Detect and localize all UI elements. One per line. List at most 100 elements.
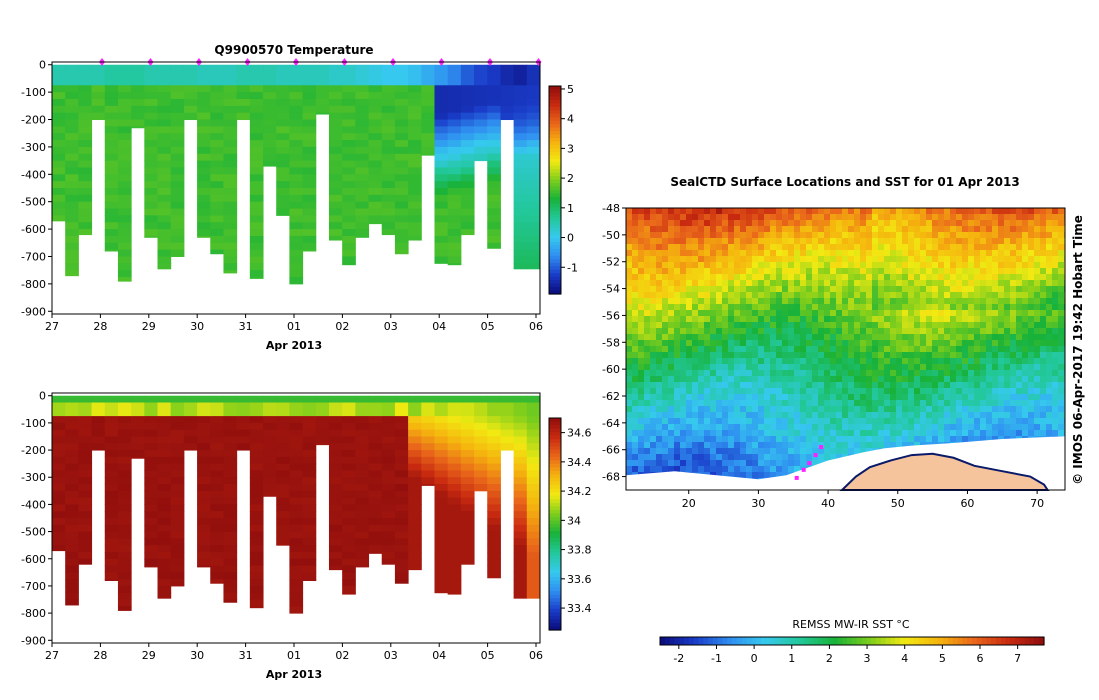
sst-cell [788, 268, 795, 275]
sst-cell [716, 328, 723, 335]
temperature-cell [144, 174, 159, 182]
sst-cell [944, 292, 951, 299]
sst-cell [1010, 382, 1017, 389]
salinity-cell [342, 504, 356, 512]
sst-cell [668, 388, 675, 395]
sst-cell [992, 304, 999, 311]
salinity-cell [144, 422, 159, 431]
sst-cell [698, 400, 705, 407]
salinity-colorbar-swatch [549, 478, 561, 483]
sst-cell [794, 208, 801, 215]
sst-cell [734, 358, 741, 365]
sst-cell [656, 310, 663, 317]
sst-cell [896, 280, 903, 287]
sst-cell [740, 388, 747, 395]
sst-cell [644, 340, 651, 347]
sst-cell [956, 394, 963, 401]
temperature-cell [65, 249, 79, 257]
salinity-cell [500, 395, 515, 404]
temperature-cell [170, 133, 185, 141]
sst-cell [752, 304, 759, 311]
salinity-colorbar-swatch [549, 446, 561, 451]
sst-cell [962, 250, 969, 257]
sst-cell [674, 364, 681, 371]
sst-cell [1010, 304, 1017, 311]
sst-cell [896, 316, 903, 323]
sst-cell [824, 352, 831, 359]
sst-cell [662, 316, 669, 323]
sst-cell [950, 280, 957, 287]
sst-cell [674, 370, 681, 377]
salinity-cell [144, 443, 159, 451]
sst-cell [944, 274, 951, 281]
sst-cell [734, 352, 741, 359]
temperature-cell [302, 235, 317, 244]
sst-cell [740, 322, 747, 329]
sst-cell [818, 448, 825, 455]
temperature-colorbar-swatch [549, 287, 561, 292]
salinity-cell [408, 395, 422, 404]
sst-cell [956, 280, 963, 287]
sst-cell [758, 286, 765, 293]
salinity-cell [355, 409, 370, 417]
sst-cell [806, 268, 813, 275]
sst-cell [1034, 388, 1041, 395]
sst-cell [644, 364, 651, 371]
salinity-cell [355, 518, 370, 526]
sst-cell [788, 250, 795, 257]
sst-cell [782, 370, 789, 377]
sst-cell [836, 256, 843, 263]
sst-cell [728, 274, 735, 281]
sst-cell [818, 238, 825, 245]
temperature-cell [197, 215, 211, 223]
sst-cell [950, 262, 957, 269]
salinity-cell [394, 429, 409, 437]
temperature-cell [474, 146, 488, 155]
temperature-cell [131, 112, 145, 121]
salinity-cell [394, 551, 409, 560]
salinity-cell [276, 490, 290, 499]
temperature-cell [434, 174, 449, 182]
salinity-colorbar-swatch [549, 531, 561, 536]
salinity-cell [526, 551, 541, 560]
sst-cell [686, 226, 693, 233]
sst-cell [692, 394, 699, 401]
sst-cell [740, 364, 747, 371]
sst-cell [722, 400, 729, 407]
sst-cell [776, 274, 783, 281]
sst-cell [704, 262, 711, 269]
sst-cell [1040, 352, 1047, 359]
salinity-cell [144, 456, 159, 465]
sst-cell [632, 448, 639, 455]
sst-cell [776, 232, 783, 239]
salinity-cell [487, 402, 501, 410]
sst-cell [992, 244, 999, 251]
sst-cell [974, 340, 981, 347]
sst-cell [908, 412, 915, 419]
sst-cell [680, 226, 687, 233]
sst-cell [860, 304, 867, 311]
temperature-cell [447, 256, 462, 264]
salinity-cell [368, 551, 383, 554]
sst-cell [752, 406, 759, 413]
sst-cell [1022, 244, 1029, 251]
temperature-cell [157, 119, 172, 127]
salinity-cell [474, 470, 488, 478]
sst-cell [644, 256, 651, 263]
sst-cell [752, 424, 759, 431]
sst-cell [704, 346, 711, 353]
sst-cell [728, 382, 735, 389]
salinity-cell [210, 545, 224, 553]
sst-cell [1010, 256, 1017, 263]
sst-cell [680, 340, 687, 347]
temperature-cell [276, 71, 290, 79]
salinity-cell [302, 551, 317, 560]
sst-cell [890, 364, 897, 371]
sst-cell [650, 388, 657, 395]
sst-cell [950, 388, 957, 395]
sst-cell [1058, 412, 1065, 419]
sst-cell [866, 280, 873, 287]
sst-cell [686, 430, 693, 437]
temperature-cell [263, 112, 277, 121]
sst-cell [932, 412, 939, 419]
